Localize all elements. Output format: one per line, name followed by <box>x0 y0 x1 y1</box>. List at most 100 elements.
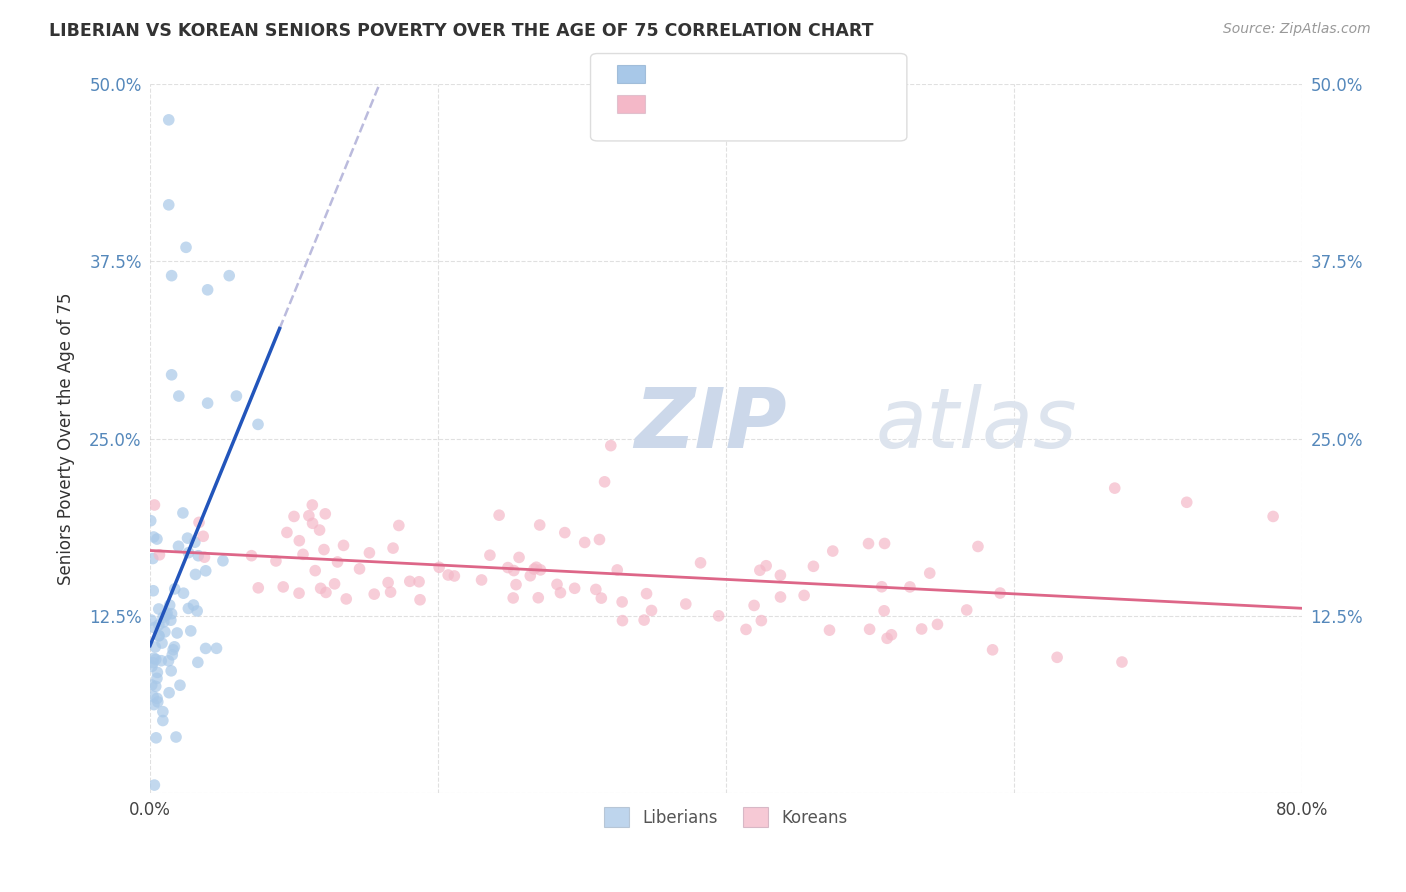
Point <box>304 564 326 578</box>
Point <box>264 554 287 568</box>
Point <box>143 621 166 635</box>
Point <box>184 535 207 549</box>
Point <box>1046 650 1069 665</box>
Point <box>496 560 519 574</box>
Point <box>145 731 167 745</box>
Point <box>502 564 524 578</box>
Point <box>152 714 174 728</box>
Point <box>1261 509 1284 524</box>
Point <box>793 588 815 602</box>
Point <box>150 654 173 668</box>
Text: Source: ZipAtlas.com: Source: ZipAtlas.com <box>1223 22 1371 37</box>
Point <box>163 582 186 596</box>
Point <box>636 587 658 601</box>
Point <box>818 623 841 637</box>
Point <box>471 573 494 587</box>
Point <box>606 563 628 577</box>
Point <box>988 586 1011 600</box>
Point <box>314 507 336 521</box>
Point <box>165 730 187 744</box>
Text: 76: 76 <box>783 67 806 81</box>
Point <box>247 417 270 432</box>
Point <box>858 536 880 550</box>
Point <box>749 614 772 628</box>
Point <box>142 583 165 598</box>
Point <box>918 566 941 581</box>
Point <box>159 598 181 612</box>
Point <box>488 508 510 523</box>
Point <box>205 641 228 656</box>
Point <box>769 568 792 582</box>
Legend: Liberians, Koreans: Liberians, Koreans <box>598 800 855 834</box>
Point <box>197 283 219 297</box>
Point <box>309 582 332 596</box>
Point <box>160 664 183 678</box>
Point <box>148 602 170 616</box>
Point <box>188 516 211 530</box>
Point <box>524 560 547 574</box>
Point <box>271 580 294 594</box>
Point <box>880 628 903 642</box>
Point <box>146 695 169 709</box>
Point <box>769 590 792 604</box>
Point <box>177 601 200 615</box>
Point <box>292 547 315 561</box>
Point <box>142 651 165 665</box>
Point <box>160 268 183 283</box>
Point <box>427 560 450 574</box>
Point <box>218 268 240 283</box>
Point <box>588 533 610 547</box>
Point <box>276 525 298 540</box>
Point <box>1104 481 1126 495</box>
Point <box>148 629 170 643</box>
Point <box>142 690 165 704</box>
Point <box>742 599 765 613</box>
Point <box>523 562 546 576</box>
Point <box>735 623 758 637</box>
Point <box>803 559 825 574</box>
Point <box>398 574 420 589</box>
Point <box>146 671 169 685</box>
Point <box>288 533 311 548</box>
Point <box>167 389 190 403</box>
Text: -0.230: -0.230 <box>688 97 745 112</box>
Point <box>150 636 173 650</box>
Point <box>409 592 432 607</box>
Point <box>443 569 465 583</box>
Point <box>898 580 921 594</box>
Point <box>142 656 165 670</box>
Point <box>145 652 167 666</box>
Point <box>382 541 405 555</box>
Point <box>301 516 323 531</box>
Point <box>163 640 186 654</box>
Point <box>193 529 215 543</box>
Point <box>546 577 568 591</box>
Point <box>529 518 551 533</box>
Point <box>187 656 209 670</box>
Point <box>174 240 197 254</box>
Point <box>312 542 335 557</box>
Text: N =: N = <box>752 97 789 112</box>
Point <box>225 389 247 403</box>
Text: 0.285: 0.285 <box>695 67 745 81</box>
Point <box>564 581 586 595</box>
Point <box>707 608 730 623</box>
Point <box>142 551 165 566</box>
Point <box>139 514 162 528</box>
Point <box>153 624 176 639</box>
Point <box>675 597 697 611</box>
Point <box>610 595 633 609</box>
Point <box>956 603 979 617</box>
Point <box>160 607 183 621</box>
Point <box>870 580 893 594</box>
Point <box>574 535 596 549</box>
Point <box>148 618 170 632</box>
Point <box>858 622 880 636</box>
Point <box>502 591 524 605</box>
Point <box>157 198 180 212</box>
Point <box>157 686 180 700</box>
Point <box>152 615 174 629</box>
Point <box>157 112 180 127</box>
Point <box>160 613 183 627</box>
Point <box>169 678 191 692</box>
